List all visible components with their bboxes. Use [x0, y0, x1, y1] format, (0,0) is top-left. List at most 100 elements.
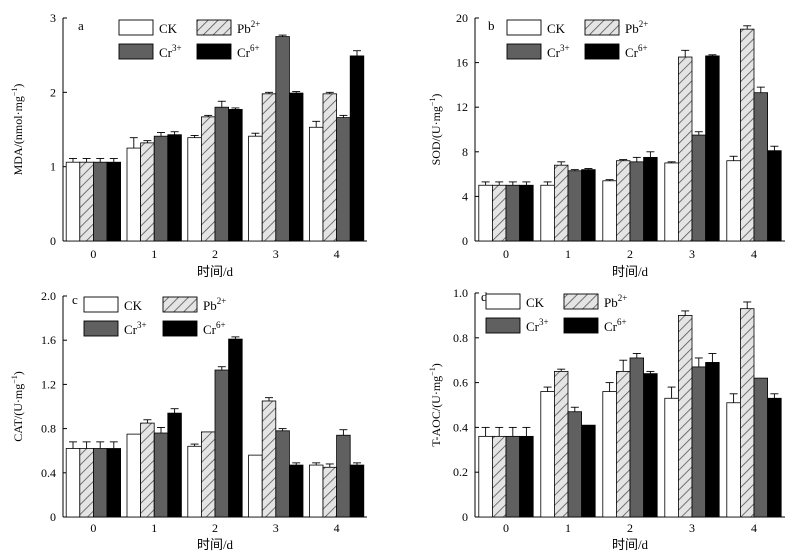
bar: [643, 156, 658, 242]
legend-text: Pb: [604, 295, 618, 310]
bar: [106, 161, 122, 242]
legend-sup: 6+: [250, 43, 260, 53]
y-tick-label: 0.6: [453, 376, 468, 390]
legend-text: Pb: [203, 298, 217, 313]
x-axis-label: 时间/d: [612, 264, 649, 279]
bar: [740, 308, 755, 518]
legend-swatch: [196, 19, 232, 36]
legend-swatch: [162, 296, 198, 313]
y-tick-label: 1.2: [41, 377, 56, 391]
bar: [505, 435, 521, 518]
y-tick-label: 3: [50, 11, 56, 25]
bar: [187, 137, 202, 242]
bar: [228, 109, 243, 242]
bar: [643, 373, 658, 518]
legend-label: CK: [526, 295, 545, 310]
legend-swatch: [563, 293, 599, 310]
x-tick-label: 1: [151, 247, 157, 261]
bar: [519, 435, 534, 518]
bar: [79, 448, 94, 518]
legend-label: Pb2+: [625, 19, 648, 36]
x-axis-label: 时间/d: [612, 537, 649, 552]
bar: [519, 184, 534, 242]
y-tick-label: 0: [462, 234, 468, 248]
legend-text: CK: [526, 295, 545, 310]
panel-c: 00.40.81.21.62.00 1 2 3 4c CK Pb2+Cr3+ Cr6+CAT/…: [10, 289, 367, 552]
legend-sup: 2+: [639, 19, 649, 29]
y-tick-label: 0: [50, 234, 56, 248]
y-axis-label: CAT/(U·mg−1): [10, 371, 25, 442]
bar: [567, 170, 583, 242]
x-tick-label: 0: [90, 247, 96, 261]
bar: [616, 160, 631, 242]
y-axis-label: SOD/(U·mg−1): [428, 94, 443, 166]
legend-label: CK: [124, 298, 143, 313]
y-tick-label: 2.0: [41, 289, 56, 303]
bar: [491, 184, 507, 242]
bar: [336, 434, 351, 518]
bar: [664, 397, 679, 518]
legend-label: Cr3+: [526, 317, 549, 334]
legend-text: Cr: [237, 45, 251, 60]
legend-swatch: [83, 320, 119, 337]
legend-swatch: [118, 19, 154, 36]
legend-sup: 3+: [560, 43, 570, 53]
bar: [554, 164, 569, 242]
bar: [261, 93, 277, 242]
x-tick-label: 1: [151, 521, 157, 535]
x-tick-label: 4: [334, 521, 340, 535]
bar: [505, 184, 521, 242]
panel-d: 00.20.40.60.81.00 1 2 3 4d CK Pb2+Cr3+ Cr6+T-AO…: [428, 286, 785, 552]
legend-label: Cr3+: [547, 43, 570, 60]
y-tick-label: 0.4: [453, 420, 468, 434]
y-axis-label-end: ): [429, 94, 443, 98]
x-tick-label: 0: [90, 521, 96, 535]
legend-text: Cr: [526, 319, 540, 334]
legend-sup: 3+: [137, 320, 147, 330]
y-axis-label-sup: −1: [428, 367, 437, 376]
y-tick-label: 0.4: [41, 466, 56, 480]
bar: [106, 448, 122, 518]
bar: [126, 433, 142, 518]
bar: [140, 142, 155, 242]
x-tick-label: 2: [627, 521, 633, 535]
bar: [248, 135, 263, 242]
bar: [187, 445, 202, 518]
panel-label: c: [72, 292, 78, 307]
bar: [602, 180, 617, 242]
legend: CK Pb2+Cr3+ Cr6+: [83, 296, 226, 337]
bar: [664, 162, 679, 242]
x-tick-label: 2: [627, 247, 633, 261]
bar: [726, 160, 741, 242]
bar: [140, 422, 155, 518]
bar: [602, 391, 617, 518]
legend-sup: 3+: [539, 317, 549, 327]
bar: [740, 28, 755, 242]
bar: [336, 117, 351, 242]
bar: [153, 432, 169, 518]
y-axis-label-main: SOD/(U·mg: [429, 106, 443, 165]
legend-sup: 6+: [617, 317, 627, 327]
bar: [65, 161, 81, 242]
y-tick-label: 1.6: [41, 333, 56, 347]
y-axis-label-main: CAT/(U·mg: [11, 384, 25, 442]
legend-text: Cr: [159, 45, 173, 60]
bar: [228, 338, 243, 518]
x-tick-label: 0: [503, 247, 509, 261]
bar: [308, 126, 324, 242]
y-tick-label: 0.8: [41, 422, 56, 436]
panel-label: b: [488, 18, 495, 33]
x-tick-label: 3: [273, 247, 279, 261]
legend-text: CK: [159, 21, 178, 36]
legend-text: CK: [124, 298, 143, 313]
x-tick-label: 0: [503, 521, 509, 535]
bar: [678, 56, 693, 242]
legend: CK Pb2+Cr3+ Cr6+: [506, 19, 648, 60]
y-tick-label: 16: [456, 56, 468, 70]
bar: [567, 411, 583, 518]
bar: [308, 464, 324, 518]
y-axis-label-end: ): [429, 363, 443, 367]
bar: [349, 464, 365, 518]
